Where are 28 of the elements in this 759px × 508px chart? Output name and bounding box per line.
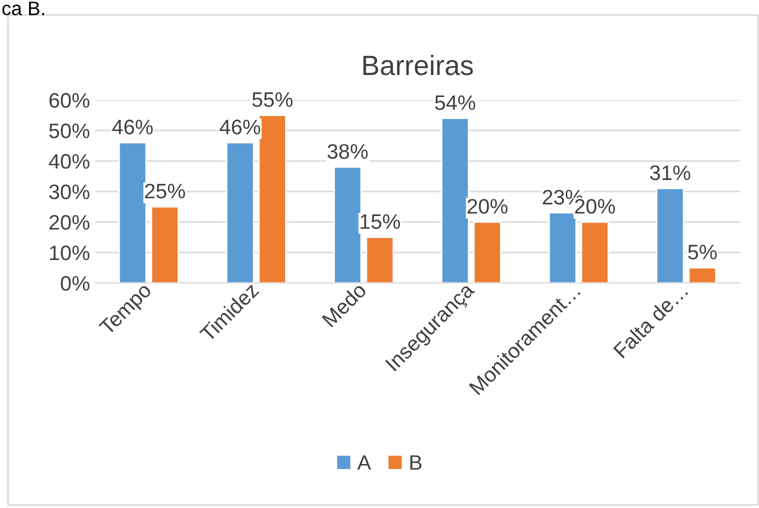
data-label: 5% bbox=[688, 244, 717, 260]
bar bbox=[688, 267, 717, 283]
y-tick-label: 20% bbox=[49, 215, 90, 230]
y-tick-label: 50% bbox=[49, 124, 90, 138]
y-tick-label: 0% bbox=[60, 276, 90, 291]
data-label: 20% bbox=[468, 198, 508, 214]
data-label: 55% bbox=[252, 92, 292, 107]
data-label: 46% bbox=[112, 120, 153, 134]
y-tick-label: 10% bbox=[50, 246, 90, 260]
legend-label: A bbox=[357, 455, 372, 470]
data-label: 54% bbox=[435, 95, 476, 110]
bar bbox=[656, 188, 684, 283]
bar bbox=[150, 206, 180, 283]
data-label: 31% bbox=[650, 165, 690, 180]
data-label: 38% bbox=[328, 144, 368, 159]
data-label: 15% bbox=[360, 214, 400, 229]
data-label: 25% bbox=[145, 184, 185, 198]
bar bbox=[580, 221, 610, 283]
legend-label: B bbox=[410, 455, 422, 470]
data-label: 46% bbox=[220, 120, 260, 134]
y-tick-label: 30% bbox=[49, 184, 90, 200]
text: ca B. bbox=[2, 2, 44, 16]
bar bbox=[226, 142, 254, 283]
chart-title: Barreiras bbox=[363, 54, 473, 76]
bar bbox=[366, 236, 394, 283]
y-tick-label: 40% bbox=[48, 154, 90, 169]
bar bbox=[473, 221, 502, 283]
y-tick-label: 60% bbox=[50, 93, 90, 108]
